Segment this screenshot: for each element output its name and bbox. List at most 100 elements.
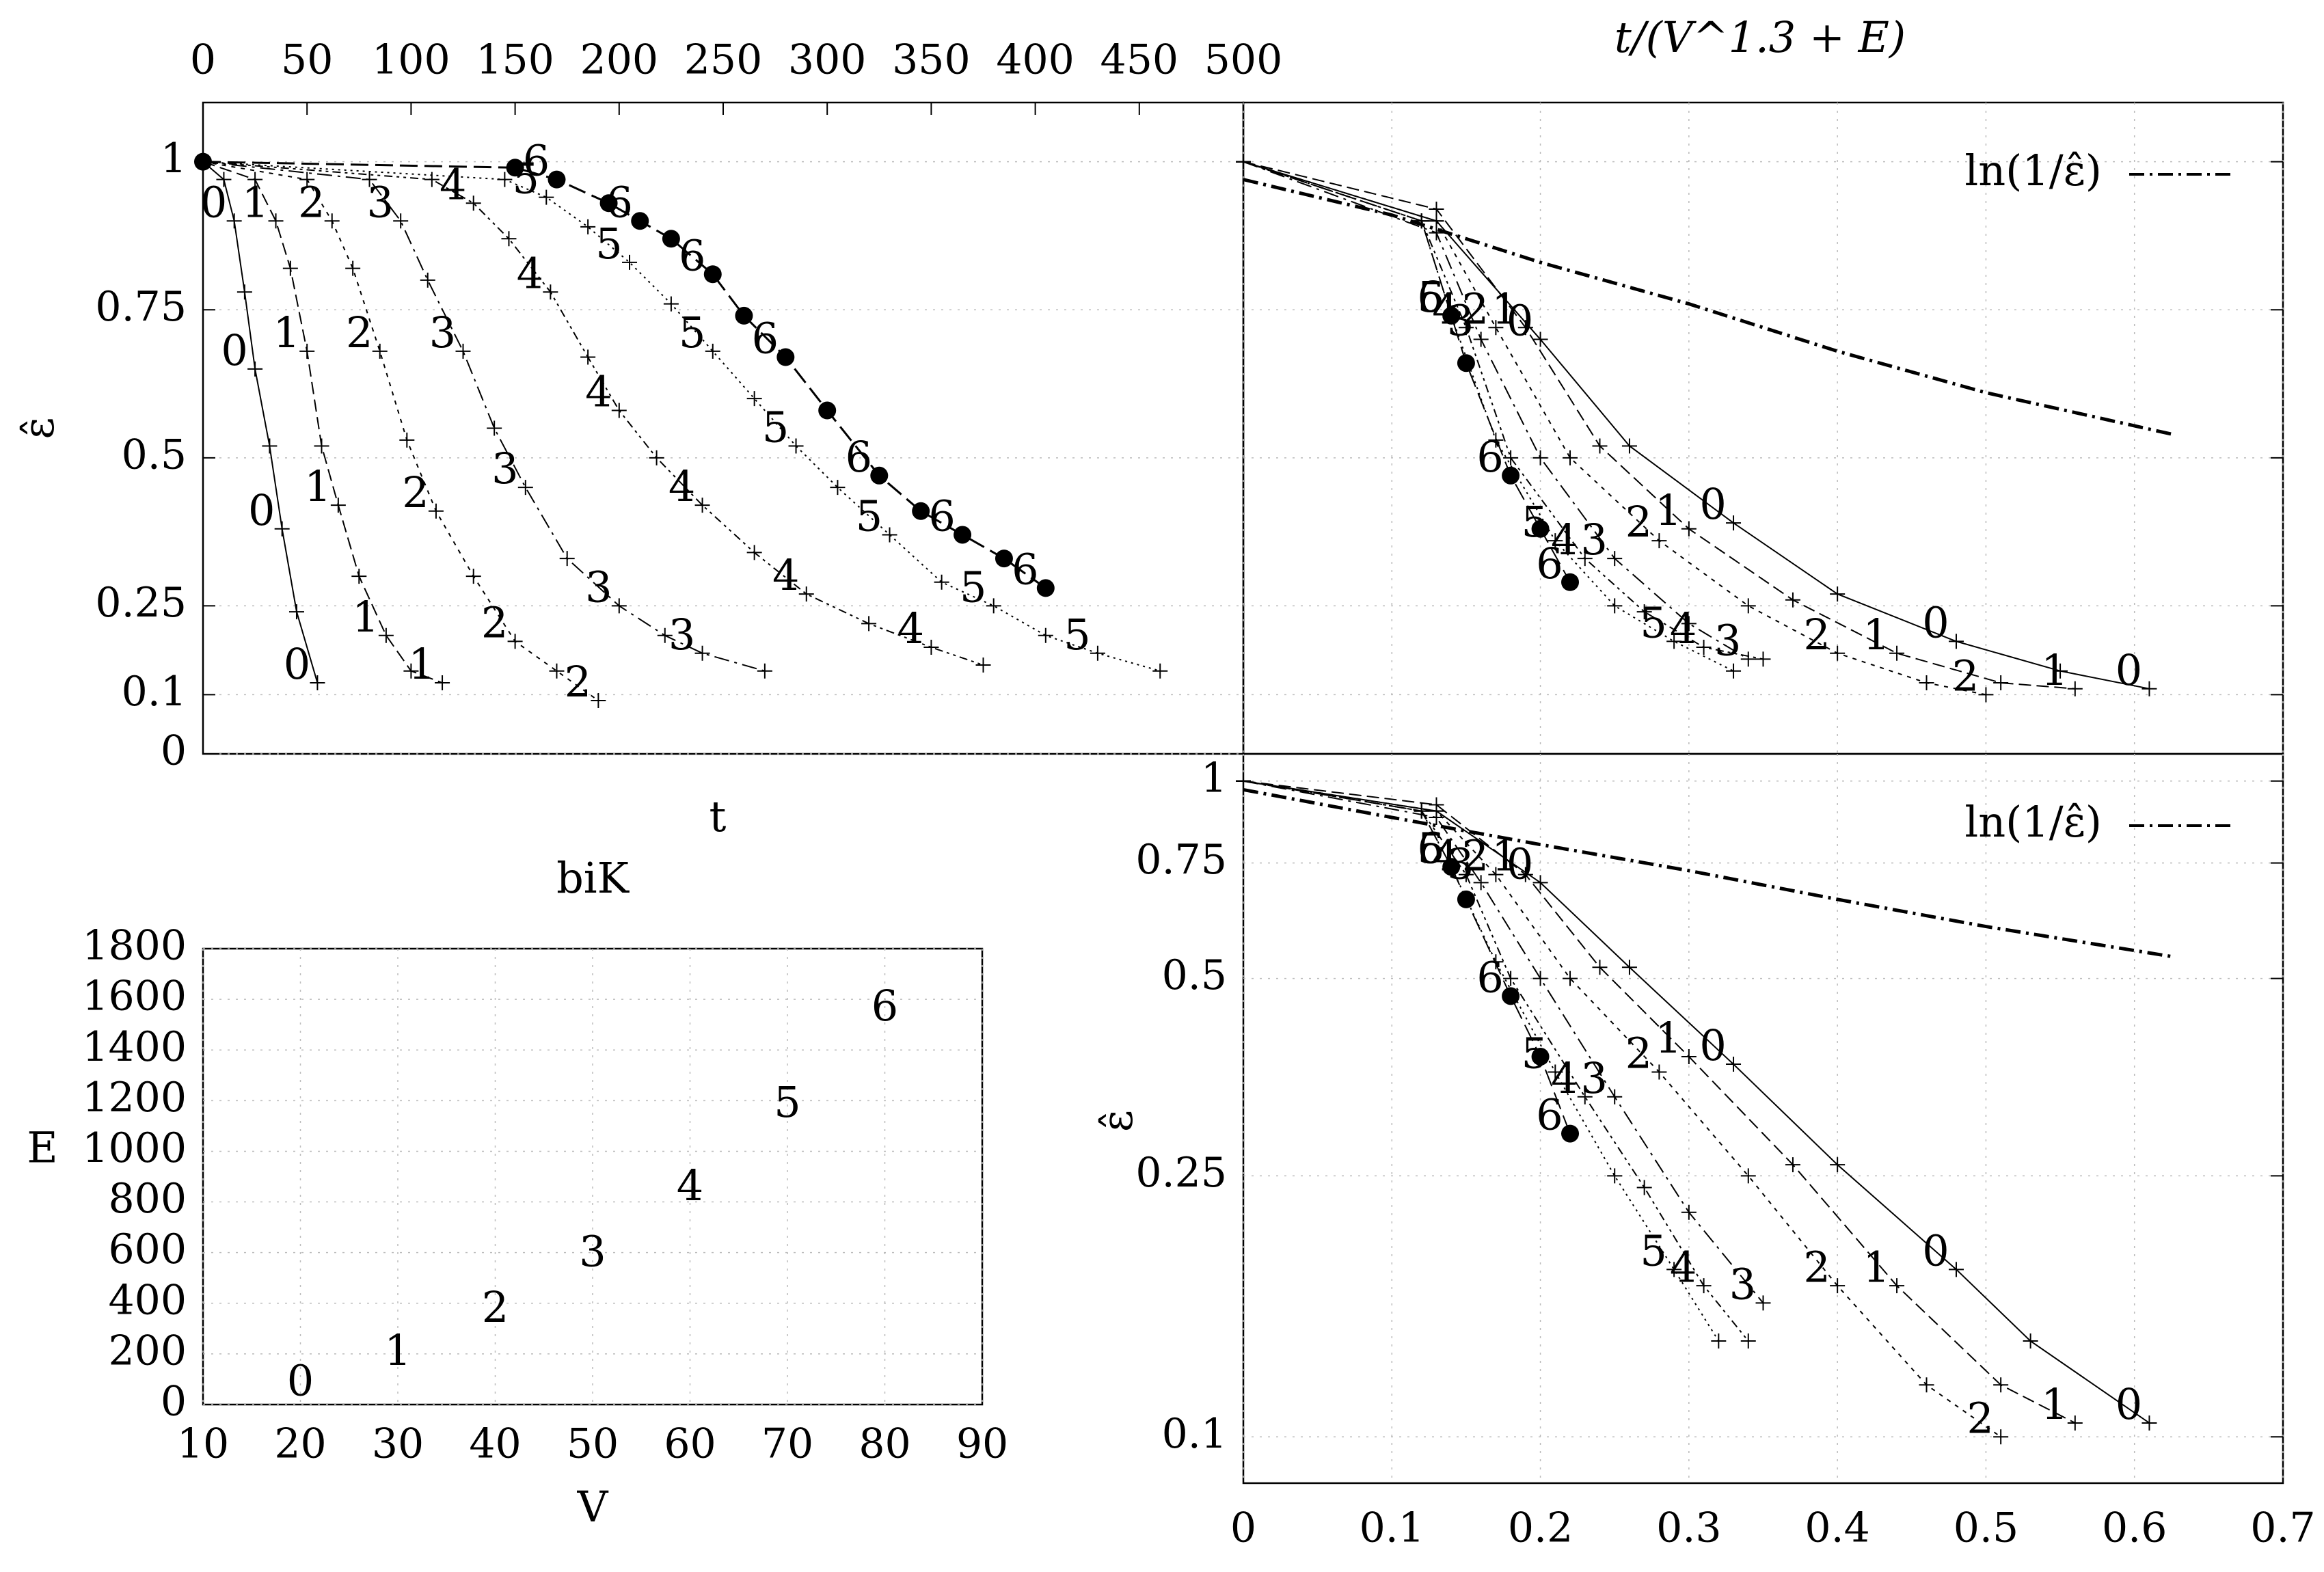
data-point (549, 663, 565, 679)
data-point (1532, 450, 1548, 465)
scatter-point-label: 0 (287, 1355, 314, 1405)
curve-label: 0 (2116, 645, 2142, 695)
curve-label: 0 (248, 485, 275, 535)
curve-label: 5 (679, 308, 705, 357)
series-line-0 (202, 161, 319, 683)
curve-label: 1 (1863, 610, 1889, 660)
x-tick-label: 0.3 (1656, 1504, 1721, 1552)
x-tick-label: 90 (956, 1420, 1008, 1468)
panel-frame (1242, 753, 2284, 1485)
x-tick-label: 70 (761, 1420, 813, 1468)
data-point (1755, 651, 1771, 667)
scatter-point-label: 3 (579, 1226, 606, 1276)
data-point (1563, 971, 1578, 986)
data-point (194, 152, 212, 171)
data-point (548, 170, 566, 189)
data-point (1740, 651, 1756, 667)
data-point (1666, 634, 1682, 649)
data-point (995, 550, 1013, 568)
curve-label: 1 (304, 461, 331, 511)
data-point (1090, 645, 1105, 661)
reference-curve (1243, 787, 2172, 958)
data-point (934, 574, 949, 590)
data-point (1636, 604, 1652, 620)
data-point (237, 284, 252, 300)
data-point (1607, 598, 1623, 614)
data-point (1993, 675, 2009, 691)
data-point (1740, 1333, 1756, 1349)
x-tick-label: 0 (190, 36, 216, 84)
series-line-2 (1243, 780, 2001, 1438)
data-point (1532, 971, 1548, 986)
data-point (2023, 1333, 2038, 1349)
data-point (1740, 1168, 1756, 1184)
data-point (1919, 1377, 1934, 1393)
data-point (1532, 875, 1548, 891)
x-tick-label: 300 (788, 36, 867, 84)
data-point (465, 195, 481, 211)
data-point (788, 438, 804, 454)
curve-label: 0 (284, 639, 310, 689)
curve-label: 6 (752, 314, 779, 364)
data-point (1517, 320, 1533, 336)
data-point (2141, 1415, 2157, 1431)
curve-label: 6 (1476, 432, 1503, 482)
panel-top-right: t/(V^1.3 + E)ln(1/ε̂)0000111122223334445… (1236, 12, 2284, 755)
y-tick-label: 0.75 (1135, 836, 1227, 884)
series-line-2 (202, 161, 599, 701)
curve-label: 0 (2116, 1379, 2142, 1429)
data-point (378, 627, 394, 643)
legend-label: ln(1/ε̂) (1964, 797, 2102, 847)
curve-label: 2 (1625, 1029, 1652, 1079)
data-point (954, 526, 972, 544)
data-point (776, 348, 795, 366)
data-point (1458, 320, 1474, 336)
data-point (1532, 331, 1548, 347)
curve-label: 3 (668, 610, 695, 660)
data-point (351, 569, 367, 584)
data-point (507, 634, 523, 649)
data-point (746, 391, 762, 407)
data-point (1740, 598, 1756, 614)
data-point (1711, 1333, 1727, 1349)
curve-label: 1 (273, 308, 299, 357)
scatter-point-label: 1 (384, 1325, 411, 1375)
data-point (663, 296, 679, 312)
y-tick-label: 0.75 (95, 283, 187, 331)
data-point (506, 159, 524, 177)
data-point (345, 260, 361, 276)
data-point (1577, 551, 1593, 567)
series-line-0 (1243, 780, 2150, 1424)
data-point (1889, 1278, 1905, 1294)
data-point (247, 361, 263, 377)
data-point (1785, 592, 1800, 608)
curve-label: 1 (1655, 1013, 1681, 1063)
y-tick-label: 0.25 (95, 579, 187, 627)
data-point (2053, 663, 2068, 679)
data-point (1830, 586, 1846, 602)
x-axis-label: t (710, 791, 727, 841)
data-point (2141, 681, 2157, 696)
data-point (372, 343, 388, 359)
data-point (262, 438, 278, 454)
data-point (1038, 627, 1053, 643)
data-point (657, 627, 673, 643)
curve-label: 1 (1655, 485, 1681, 535)
curve-label: 3 (429, 308, 456, 357)
y-tick-label: 0.5 (1162, 951, 1227, 999)
data-point (1429, 809, 1444, 825)
y-tick-label: 1800 (82, 922, 187, 970)
data-point (649, 450, 664, 465)
curve-label: 2 (346, 308, 373, 357)
y-axis-label: ε̂ (1092, 1110, 1142, 1132)
x-tick-label: 200 (580, 36, 659, 84)
curve-label: 2 (1952, 651, 1979, 701)
data-point (1561, 573, 1580, 591)
series-line-1 (202, 161, 443, 683)
curve-label: 0 (221, 325, 247, 375)
data-point (923, 640, 939, 655)
series-line-4 (1243, 161, 1764, 660)
series-line-3 (202, 161, 766, 672)
data-point (517, 480, 533, 496)
curve-label: 3 (366, 177, 393, 227)
